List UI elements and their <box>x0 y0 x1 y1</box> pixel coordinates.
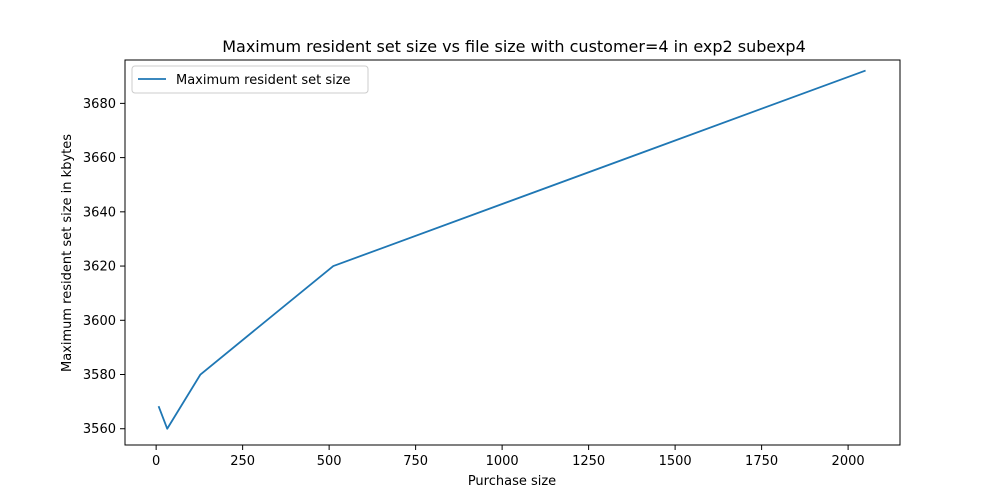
y-tick-label: 3640 <box>83 205 116 220</box>
plot-frame <box>124 59 901 446</box>
legend-box <box>131 65 369 94</box>
series-layer <box>157 69 866 430</box>
x-tick-label: 1500 <box>659 454 692 469</box>
y-tick-label: 3600 <box>83 314 116 329</box>
x-tick-label: 1000 <box>486 454 519 469</box>
x-axis: 0 250 500 750 1000 1250 1500 1750 2000 <box>152 445 865 469</box>
chart-title: Maximum resident set size vs file size w… <box>222 37 806 56</box>
x-tick-label: 500 <box>317 454 342 469</box>
y-tick-label: 3620 <box>83 260 116 275</box>
y-tick-label: 3660 <box>83 151 116 166</box>
x-tick-label: 1250 <box>572 454 605 469</box>
x-tick-label: 750 <box>403 454 428 469</box>
y-axis-label: Maximum resident set size in kbytes <box>60 134 75 372</box>
legend: Maximum resident set size <box>131 65 369 94</box>
series-line <box>157 69 866 430</box>
y-axis: 3560 3580 3600 3620 3640 3660 3680 <box>83 97 125 437</box>
y-tick-label: 3680 <box>83 97 116 112</box>
x-tick-label: 1750 <box>745 454 778 469</box>
y-tick-label: 3580 <box>83 368 116 383</box>
x-tick-label: 250 <box>230 454 255 469</box>
x-tick-label: 2000 <box>832 454 865 469</box>
legend-label: Maximum resident set size <box>176 73 351 88</box>
x-tick-label: 0 <box>152 454 160 469</box>
y-tick-label: 3560 <box>83 422 116 437</box>
x-axis-label: Purchase size <box>468 474 556 489</box>
